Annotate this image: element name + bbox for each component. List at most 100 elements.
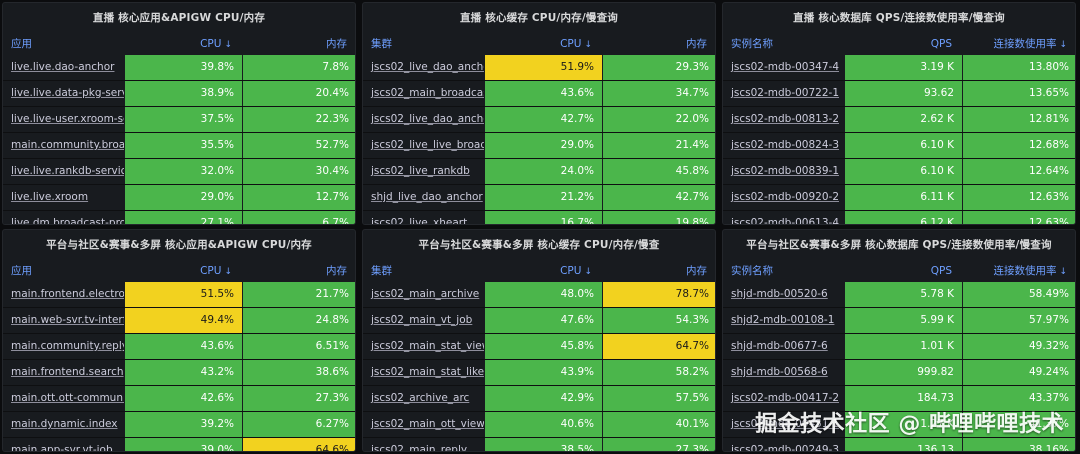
row-name-link[interactable]: jscs02-mdb-00824-3: [723, 133, 844, 158]
column-header[interactable]: QPS: [931, 260, 952, 282]
table-row[interactable]: live.live.rankdb-service 32.0% 30.4%: [3, 159, 355, 185]
table-row[interactable]: jscs02-mdb-00417-2 184.73 43.37%: [723, 386, 1075, 412]
table-row[interactable]: live.dm.broadcast-proxy27.1%6.7%: [3, 211, 355, 224]
row-name-link[interactable]: jscs02-mdb-00249-3: [723, 438, 844, 451]
row-name-link[interactable]: jscs02_main_stat_view: [363, 334, 484, 359]
row-name-link[interactable]: main.dynamic.index: [3, 412, 124, 437]
row-name-link[interactable]: jscs02_live_dao_anchor: [363, 107, 484, 132]
table-row[interactable]: main.community.reply 43.6% 6.51%: [3, 334, 355, 360]
column-header[interactable]: 集群: [371, 260, 392, 282]
row-name-link[interactable]: jscs02_live_rankdb: [363, 159, 484, 184]
row-name-link[interactable]: shjd-mdb-00568-6: [723, 360, 844, 385]
table-row[interactable]: jscs02-mdb-00813-2 2.62 K 12.81%: [723, 107, 1075, 133]
table-row[interactable]: jscs02-mdb-00249-3 136.13 38.16%: [723, 438, 1075, 451]
row-name-link[interactable]: shjd-mdb-00520-6: [723, 282, 844, 307]
row-name-link[interactable]: jscs02-mdb-00722-1: [723, 81, 844, 106]
table-row[interactable]: main.frontend.search 43.2% 38.6%: [3, 360, 355, 386]
column-header[interactable]: 实例名称: [731, 33, 773, 55]
table-row[interactable]: jscs02_main_ott_view 40.6% 40.1%: [363, 412, 715, 438]
row-name-link[interactable]: live.live-user.xroom-service: [3, 107, 124, 132]
row-name-link[interactable]: shjd-mdb-00677-6: [723, 334, 844, 359]
row-name-link[interactable]: live.live.dao-anchor: [3, 55, 124, 80]
table-row[interactable]: shjd-mdb-00677-6 1.01 K 49.32%: [723, 334, 1075, 360]
row-name-link[interactable]: main.frontend.electron: [3, 282, 124, 307]
table-row[interactable]: main.ott.ott-community 42.6% 27.3%: [3, 386, 355, 412]
table-row[interactable]: jscs02-mdb-00722-1 93.62 13.65%: [723, 81, 1075, 107]
panel-title[interactable]: 直播 核心应用&APIGW CPU/内存: [92, 12, 266, 24]
table-row[interactable]: jscs02_main_vt_job 47.6% 54.3%: [363, 308, 715, 334]
table-row[interactable]: main.dynamic.index 39.2% 6.27%: [3, 412, 355, 438]
table-row[interactable]: jscs02-mdb-00451-1 1.27 K 41.37%: [723, 412, 1075, 438]
column-header[interactable]: 应用: [11, 33, 32, 55]
row-name-link[interactable]: jscs02_archive_arc: [363, 386, 484, 411]
column-header[interactable]: CPU ↓: [560, 260, 592, 282]
table-row[interactable]: jscs02_main_reply 38.5% 27.3%: [363, 438, 715, 451]
table-row[interactable]: live.live.dao-anchor 39.8% 7.8%: [3, 55, 355, 81]
row-name-link[interactable]: main.frontend.search: [3, 360, 124, 385]
table-row[interactable]: shjd2-mdb-00108-1 5.99 K 57.97%: [723, 308, 1075, 334]
panel-title[interactable]: 直播 核心数据库 QPS/连接数使用率/慢查询: [793, 12, 1005, 24]
panel-title[interactable]: 直播 核心缓存 CPU/内存/慢查询: [459, 12, 618, 24]
column-header[interactable]: 连接数使用率 ↓: [993, 33, 1067, 55]
table-row[interactable]: jscs02_live_live_broadcast29.0%21.4%: [363, 133, 715, 159]
row-name-link[interactable]: jscs02_main_ott_view: [363, 412, 484, 437]
table-row[interactable]: jscs02_main_archive 48.0% 78.7%: [363, 282, 715, 308]
column-header[interactable]: QPS: [931, 33, 952, 55]
row-name-link[interactable]: jscs02-mdb-00839-1: [723, 159, 844, 184]
table-row[interactable]: jscs02-mdb-00920-2 6.11 K 12.63%: [723, 185, 1075, 211]
table-row[interactable]: jscs02_live_dao_anchor 42.7% 22.0%: [363, 107, 715, 133]
table-row[interactable]: jscs02_live_rankdb 24.0% 45.8%: [363, 159, 715, 185]
row-name-link[interactable]: jscs02_main_broadcast: [363, 81, 484, 106]
row-name-link[interactable]: jscs02-mdb-00347-4: [723, 55, 844, 80]
column-header[interactable]: CPU ↓: [200, 33, 232, 55]
row-name-link[interactable]: jscs02-mdb-00613-4: [723, 211, 844, 224]
table-row[interactable]: shjd_live_dao_anchor 21.2% 42.7%: [363, 185, 715, 211]
table-row[interactable]: jscs02_archive_arc 42.9% 57.5%: [363, 386, 715, 412]
panel-title[interactable]: 平台与社区&赛事&多屏 核心缓存 CPU/内存/慢查: [418, 239, 660, 251]
column-header[interactable]: 内存: [326, 33, 347, 55]
table-row[interactable]: jscs02_main_stat_like 43.9% 58.2%: [363, 360, 715, 386]
column-header[interactable]: CPU ↓: [200, 260, 232, 282]
row-name-link[interactable]: main.community.reply: [3, 334, 124, 359]
table-row[interactable]: jscs02-mdb-00824-3 6.10 K 12.68%: [723, 133, 1075, 159]
row-name-link[interactable]: main.community.broadcast: [3, 133, 124, 158]
table-row[interactable]: shjd-mdb-00568-6 999.82 49.24%: [723, 360, 1075, 386]
table-row[interactable]: jscs02-mdb-00347-4 3.19 K 13.80%: [723, 55, 1075, 81]
row-name-link[interactable]: jscs02-mdb-00920-2: [723, 185, 844, 210]
table-row[interactable]: main.web-svr.tv-interface49.4%24.8%: [3, 308, 355, 334]
row-name-link[interactable]: jscs02_main_vt_job: [363, 308, 484, 333]
table-row[interactable]: main.app-svr.vt-job 39.0% 64.6%: [3, 438, 355, 451]
row-name-link[interactable]: live.dm.broadcast-proxy: [3, 211, 124, 224]
column-header[interactable]: 应用: [11, 260, 32, 282]
column-header[interactable]: 实例名称: [731, 260, 773, 282]
row-name-link[interactable]: live.live.rankdb-service: [3, 159, 124, 184]
row-name-link[interactable]: jscs02-mdb-00451-1: [723, 412, 844, 437]
table-row[interactable]: jscs02-mdb-00839-1 6.10 K 12.64%: [723, 159, 1075, 185]
column-header[interactable]: 内存: [686, 33, 707, 55]
row-name-link[interactable]: jscs02_main_reply: [363, 438, 484, 451]
table-row[interactable]: live.live-user.xroom-service37.5%22.3%: [3, 107, 355, 133]
table-row[interactable]: main.frontend.electron 51.5% 21.7%: [3, 282, 355, 308]
row-name-link[interactable]: main.web-svr.tv-interface: [3, 308, 124, 333]
row-name-link[interactable]: jscs02_live_live_broadcast: [363, 133, 484, 158]
column-header[interactable]: CPU ↓: [560, 33, 592, 55]
column-header[interactable]: 集群: [371, 33, 392, 55]
row-name-link[interactable]: live.live.data-pkg-service: [3, 81, 124, 106]
table-row[interactable]: live.live.xroom 29.0% 12.7%: [3, 185, 355, 211]
row-name-link[interactable]: main.ott.ott-community: [3, 386, 124, 411]
row-name-link[interactable]: jscs02_live_xheart: [363, 211, 484, 224]
row-name-link[interactable]: jscs02_live_dao_anchor: [363, 55, 484, 80]
row-name-link[interactable]: jscs02_main_archive: [363, 282, 484, 307]
table-row[interactable]: jscs02-mdb-00613-4 6.12 K 12.63%: [723, 211, 1075, 224]
column-header[interactable]: 内存: [686, 260, 707, 282]
table-row[interactable]: jscs02_main_stat_view 45.8% 64.7%: [363, 334, 715, 360]
column-header[interactable]: 内存: [326, 260, 347, 282]
row-name-link[interactable]: shjd2-mdb-00108-1: [723, 308, 844, 333]
table-row[interactable]: live.live.data-pkg-service38.9%20.4%: [3, 81, 355, 107]
row-name-link[interactable]: jscs02-mdb-00417-2: [723, 386, 844, 411]
panel-title[interactable]: 平台与社区&赛事&多屏 核心应用&APIGW CPU/内存: [46, 239, 312, 251]
column-header[interactable]: 连接数使用率 ↓: [993, 260, 1067, 282]
table-row[interactable]: jscs02_main_broadcast 43.6% 34.7%: [363, 81, 715, 107]
panel-title[interactable]: 平台与社区&赛事&多屏 核心数据库 QPS/连接数使用率/慢查询: [746, 239, 1052, 251]
table-row[interactable]: jscs02_live_dao_anchor 51.9% 29.3%: [363, 55, 715, 81]
